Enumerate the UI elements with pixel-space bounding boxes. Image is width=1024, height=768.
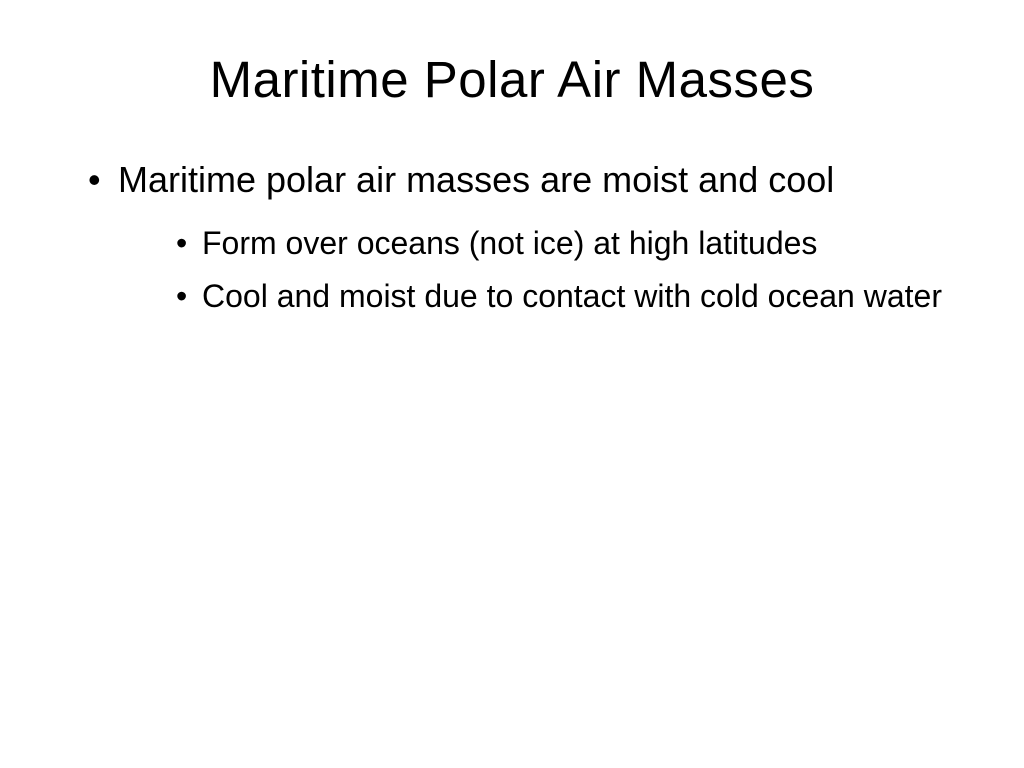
sub-bullet-item: Form over oceans (not ice) at high latit… — [172, 222, 954, 265]
bullet-list-level1: Maritime polar air masses are moist and … — [80, 157, 954, 318]
bullet-text: Maritime polar air masses are moist and … — [118, 159, 834, 200]
slide-title: Maritime Polar Air Masses — [70, 50, 954, 109]
sub-bullet-text: Cool and moist due to contact with cold … — [202, 278, 942, 314]
slide-content: Maritime polar air masses are moist and … — [70, 157, 954, 318]
bullet-item: Maritime polar air masses are moist and … — [80, 157, 954, 318]
bullet-list-level2: Form over oceans (not ice) at high latit… — [118, 222, 954, 318]
slide-container: Maritime Polar Air Masses Maritime polar… — [0, 0, 1024, 768]
sub-bullet-text: Form over oceans (not ice) at high latit… — [202, 225, 817, 261]
sub-bullet-item: Cool and moist due to contact with cold … — [172, 275, 954, 318]
